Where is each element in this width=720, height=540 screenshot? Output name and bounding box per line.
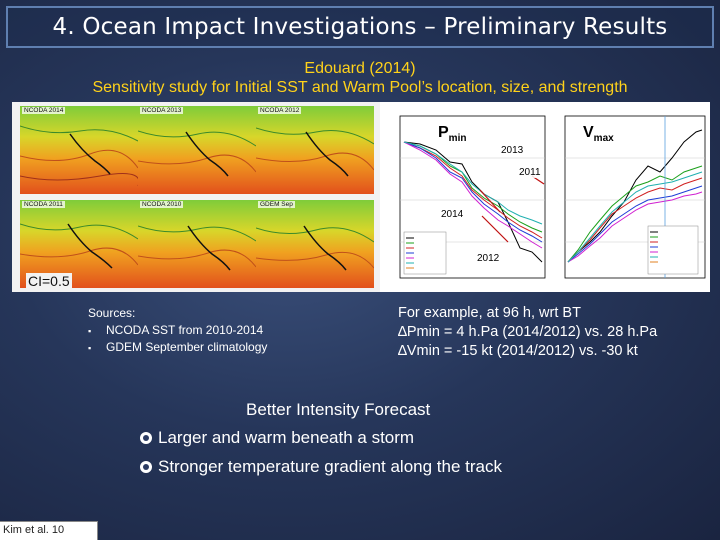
title-box: 4. Ocean Impact Investigations – Prelimi…: [6, 6, 714, 48]
sst-map-ncoda-2014: NCODA 2014: [20, 106, 138, 194]
bullet-icon: [140, 432, 152, 444]
conclusion-heading: Better Intensity Forecast: [246, 400, 431, 419]
intensity-chart-panel: [380, 102, 710, 292]
footer-box: Kim et al. 10: [0, 521, 98, 540]
storm-subtitle: Edouard (2014): [304, 60, 416, 77]
sst-map-ncoda-2010: NCODA 2010: [138, 200, 256, 288]
slide-title: 4. Ocean Impact Investigations – Prelimi…: [52, 14, 668, 40]
year-label-2013: 2013: [500, 145, 525, 156]
pmin-label: Pmin: [438, 124, 467, 145]
conclusion-point: Larger and warm beneath a storm: [140, 428, 414, 448]
map-label: GDEM Sep: [258, 201, 295, 208]
sst-map-gdem-sep: GDEM Sep: [256, 200, 374, 288]
example-line: For example, at 96 h, wrt BT: [398, 305, 581, 321]
list-item: ▪ NCODA SST from 2010-2014: [88, 323, 264, 337]
year-label-2011: 2011: [518, 167, 542, 178]
study-subtitle: Sensitivity study for Initial SST and Wa…: [92, 79, 628, 96]
example-line: ∆Vmin = -15 kt (2014/2012) vs. -30 kt: [398, 343, 638, 359]
list-item: ▪ GDEM September climatology: [88, 340, 268, 354]
sources-heading: Sources:: [88, 306, 136, 320]
vmax-label: Vmax: [583, 124, 614, 145]
conclusion-point: Stronger temperature gradient along the …: [140, 457, 502, 477]
map-label: NCODA 2014: [22, 107, 66, 114]
map-label: NCODA 2012: [258, 107, 302, 114]
map-label: NCODA 2010: [140, 201, 184, 208]
citation-footer: Kim et al. 10: [3, 524, 65, 536]
sst-maps-panel: NCODA 2014 NCODA 2013 NCODA 2012 NCODA 2…: [12, 102, 380, 292]
example-line: ∆Pmin = 4 h.Pa (2014/2012) vs. 28 h.Pa: [398, 324, 658, 340]
year-label-2014: 2014: [440, 209, 465, 220]
bullet-icon: [140, 461, 152, 473]
sources-list: ▪ NCODA SST from 2010-2014 ▪ GDEM Septembe…: [88, 322, 267, 356]
sources-block: Sources: ▪ NCODA SST from 2010-2014 ▪ GDEM…: [88, 306, 267, 356]
map-label: NCODA 2013: [140, 107, 184, 114]
example-block: For example, at 96 h, wrt BT ∆Pmin = 4 h…: [398, 304, 657, 361]
sst-map-ncoda-2013: NCODA 2013: [138, 106, 256, 194]
year-label-2012: 2012: [476, 253, 501, 264]
contour-interval-label: CI=0.5: [26, 273, 72, 289]
map-label: NCODA 2011: [22, 201, 65, 208]
sst-map-ncoda-2012: NCODA 2012: [256, 106, 374, 194]
